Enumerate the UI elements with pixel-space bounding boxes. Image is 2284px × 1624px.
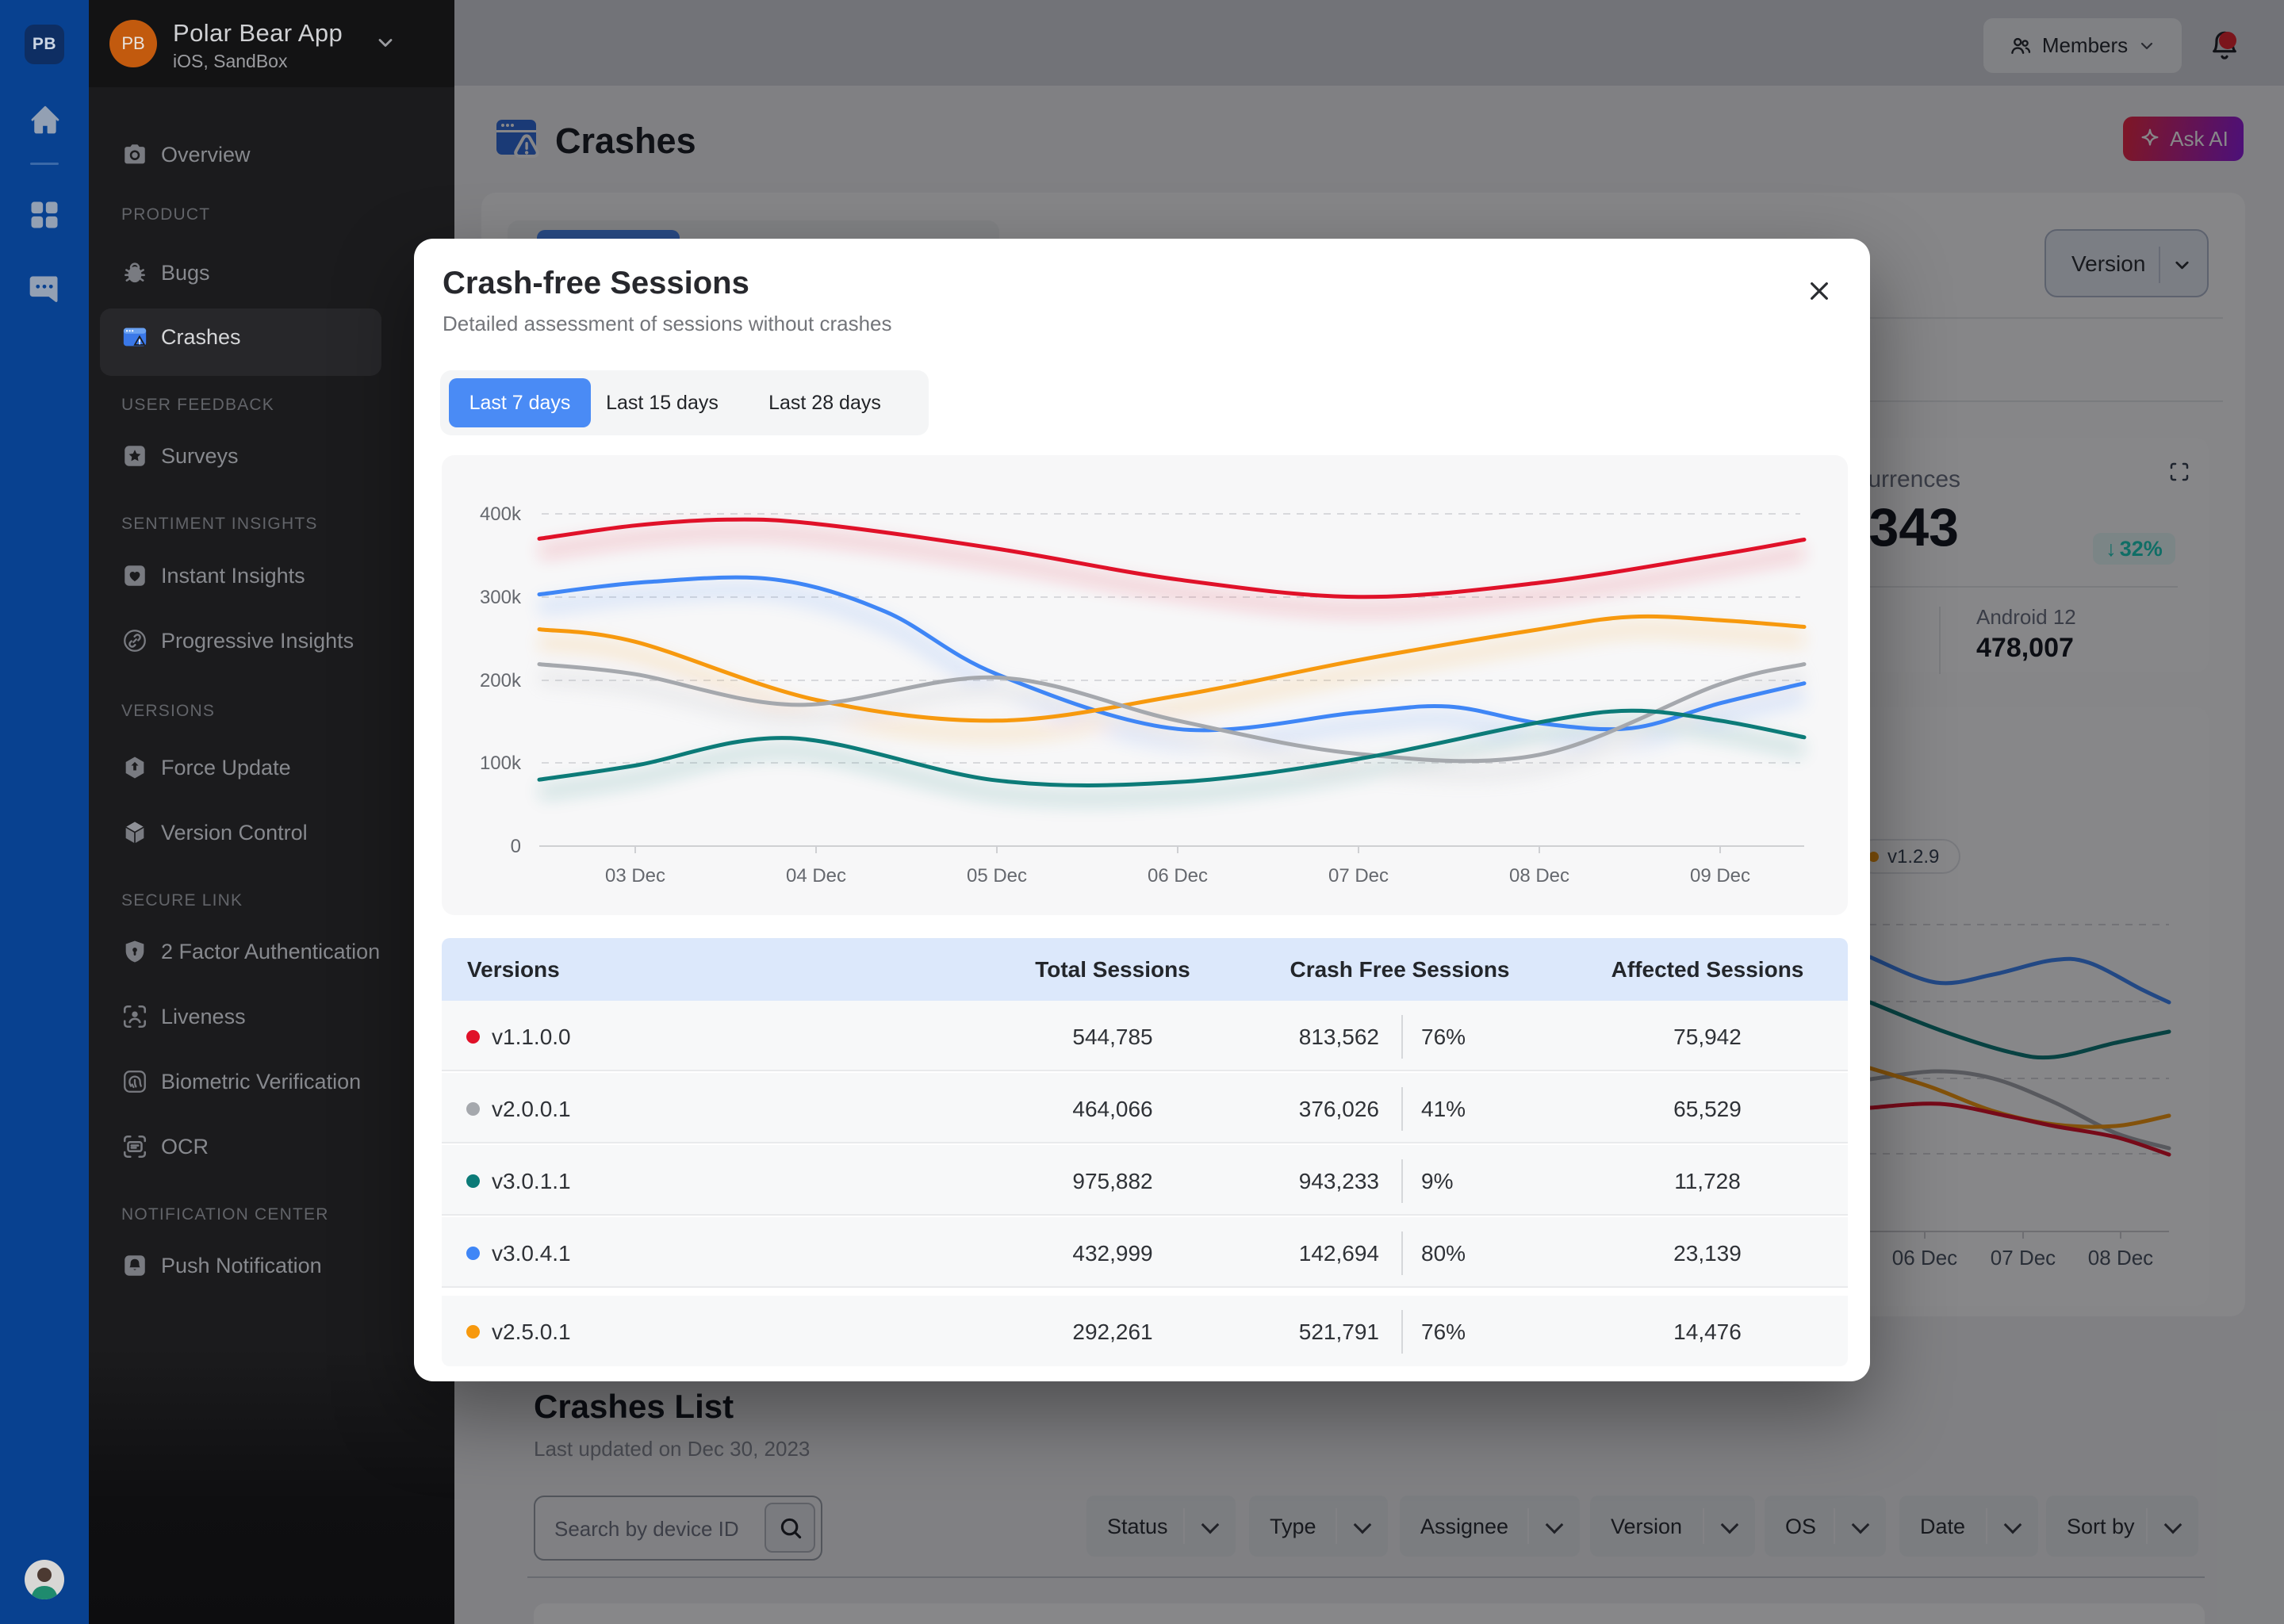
svg-text:06 Dec: 06 Dec	[1148, 865, 1208, 887]
svg-text:200k: 200k	[480, 670, 522, 691]
svg-text:05 Dec: 05 Dec	[967, 865, 1027, 887]
svg-text:0: 0	[511, 836, 521, 857]
svg-text:400k: 400k	[480, 504, 522, 525]
svg-text:04 Dec: 04 Dec	[786, 865, 846, 887]
svg-text:07 Dec: 07 Dec	[1991, 1246, 2056, 1270]
svg-text:06 Dec: 06 Dec	[1892, 1246, 1957, 1270]
svg-text:300k: 300k	[480, 587, 522, 608]
svg-text:03 Dec: 03 Dec	[605, 865, 665, 887]
svg-text:08 Dec: 08 Dec	[2088, 1246, 2153, 1270]
svg-text:100k: 100k	[480, 753, 522, 774]
svg-text:09 Dec: 09 Dec	[1690, 865, 1750, 887]
svg-text:08 Dec: 08 Dec	[1509, 865, 1569, 887]
svg-text:07 Dec: 07 Dec	[1328, 865, 1389, 887]
